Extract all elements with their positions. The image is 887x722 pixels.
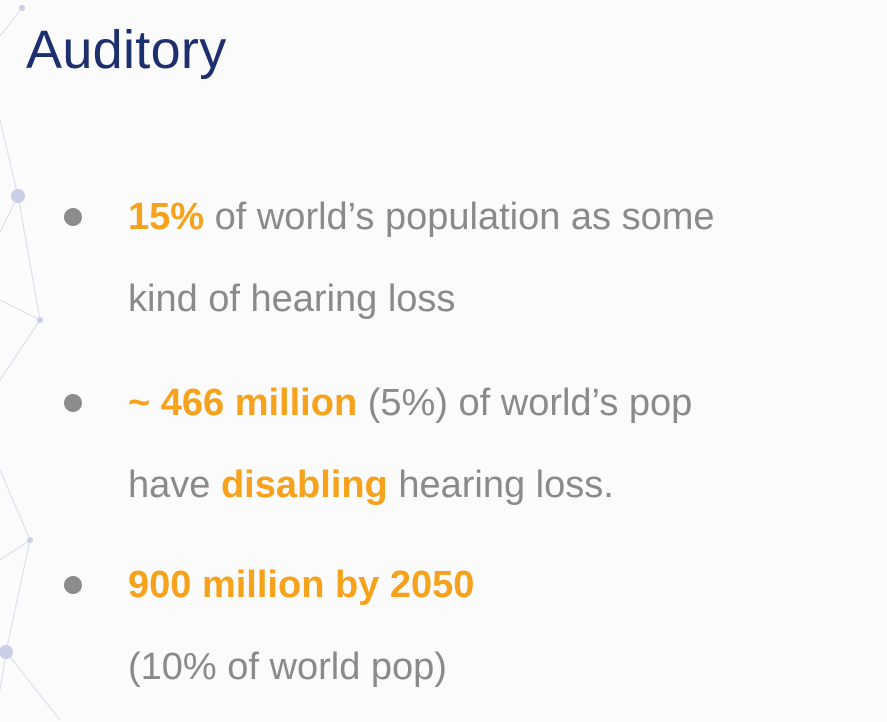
bullet-text: 15% of world’s population as some kind o… [128,176,868,340]
highlight-stat: ~ 466 million [128,382,358,424]
bullet-line-text: of world’s population as some [204,196,715,238]
bullet-line-1: 900 million by 2050 [128,544,868,626]
bullet-line-text: (5%) of world’s pop [357,382,693,424]
highlight-stat: 900 million by 2050 [128,564,475,606]
highlight-word: disabling [220,464,388,506]
bullet-line-2: have disabling hearing loss. [128,444,868,526]
bullet-line-2: (10% of world pop) [128,646,447,688]
bullet-dot [64,208,82,226]
bullet-text: ~ 466 million (5%) of world’s pop have d… [128,362,868,526]
network-node [37,317,43,323]
bullet-line-1: 15% of world’s population as some [128,176,868,258]
bullet-line-2: kind of hearing loss [128,278,456,320]
bullet-text: 900 million by 2050 (10% of world pop) [128,544,868,708]
bullet-line-1: ~ 466 million (5%) of world’s pop [128,362,868,444]
bullet-line-text: hearing loss. [387,464,614,506]
bullet-dot [64,576,82,594]
bullet-line-text: have [128,464,221,506]
network-node [19,5,25,11]
bullet-dot [64,394,82,412]
slide-title: Auditory [26,20,227,80]
highlight-stat: 15% [128,196,205,238]
network-node [0,645,13,659]
network-node [11,189,25,203]
network-node [27,537,33,543]
